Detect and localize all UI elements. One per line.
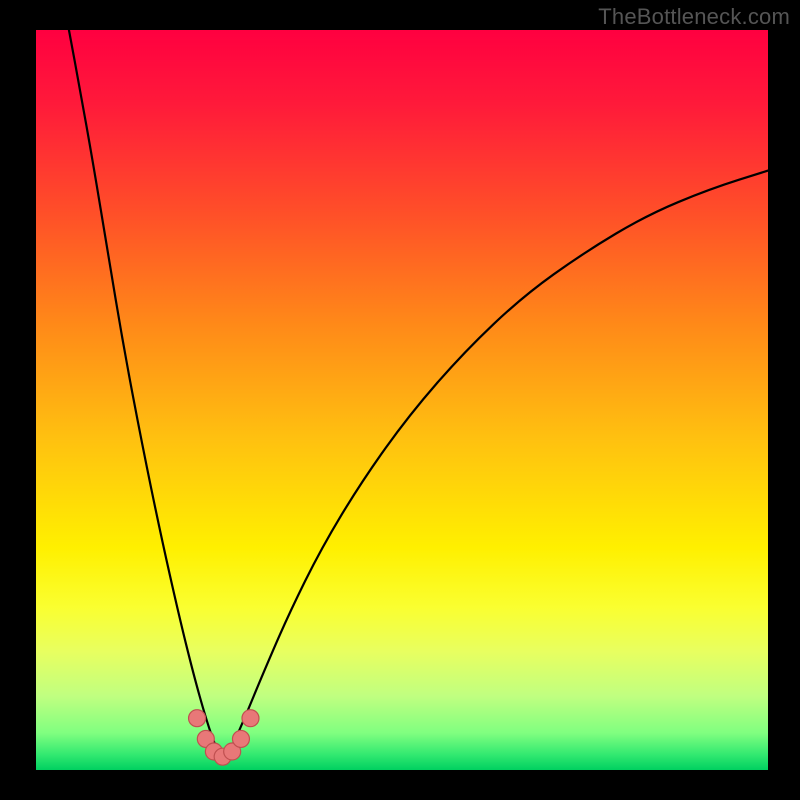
dots-group — [189, 710, 259, 765]
plot-area — [36, 30, 768, 770]
bottleneck-curve — [69, 30, 768, 756]
data-dot — [189, 710, 206, 727]
data-dot — [232, 730, 249, 747]
curve-svg — [36, 30, 768, 770]
data-dot — [242, 710, 259, 727]
watermark-text: TheBottleneck.com — [598, 4, 790, 30]
